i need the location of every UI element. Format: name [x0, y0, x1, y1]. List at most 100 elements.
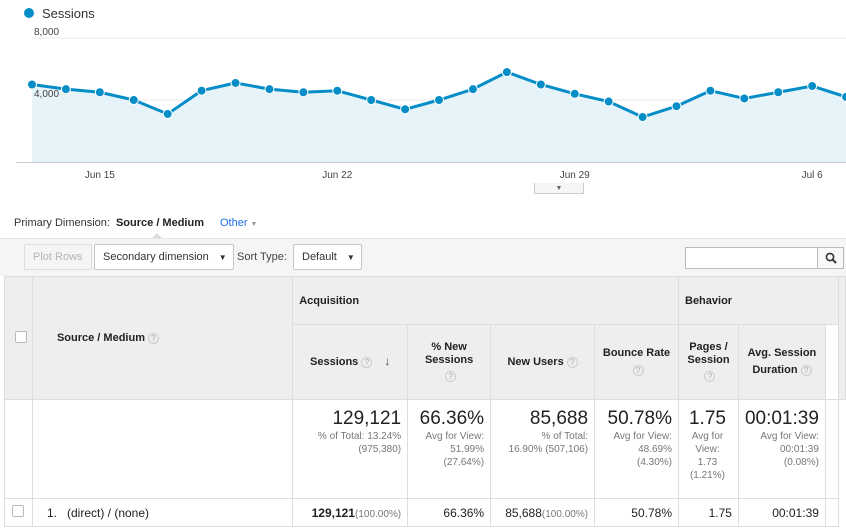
row-checkbox-cell [4, 498, 33, 527]
totals-checkbox-cell [4, 399, 33, 499]
table-row: 1. (direct) / (none) 129,121(100.00%) 66… [4, 498, 846, 527]
sessions-header[interactable]: Sessions? ↓ [292, 324, 409, 400]
x-tick-label: Jun 22 [322, 170, 352, 181]
primary-dimension-bar: Primary Dimension: Source / Medium Other… [14, 217, 257, 238]
y-tick-label: 4,000 [34, 89, 59, 100]
x-tick-label: Jul 6 [802, 170, 824, 181]
totals-new-users-sub2: 16.90% (507,106) [508, 444, 589, 455]
new-sessions-header[interactable]: % New Sessions? [407, 324, 492, 400]
sessions-point[interactable] [366, 95, 377, 105]
sessions-point[interactable] [705, 85, 716, 96]
new-sessions-label-line2: Sessions [424, 354, 474, 366]
duration-label-line1: Avg. Session [747, 347, 817, 359]
help-icon[interactable]: ? [361, 357, 373, 368]
sessions-point[interactable] [264, 84, 275, 95]
sort-type-label: Sort Type: [237, 251, 287, 263]
totals-duration-sub2: 00:01:39 [779, 444, 819, 455]
sessions-point[interactable] [94, 87, 105, 98]
sessions-point[interactable] [162, 108, 173, 119]
select-all-checkbox[interactable] [15, 330, 28, 343]
sort-type-dropdown[interactable]: Default ▼ [293, 244, 362, 270]
avg-session-duration-header[interactable]: Avg. Session Duration? [737, 324, 826, 400]
sessions-point[interactable] [196, 85, 207, 96]
sessions-point[interactable] [128, 95, 139, 105]
sort-type-value: Default [302, 251, 337, 263]
totals-new-sessions-sub1: Avg for View: [425, 431, 485, 442]
row-new-users-pct: (100.00%) [541, 508, 589, 520]
sessions-point[interactable] [773, 87, 784, 98]
primary-dimension-source-medium[interactable]: Source / Medium [115, 217, 204, 238]
totals-pages-sub4: (1.21%) [689, 470, 725, 481]
search-button[interactable] [817, 247, 844, 269]
help-icon[interactable]: ? [147, 333, 159, 344]
help-icon[interactable]: ? [632, 365, 644, 376]
totals-sessions: 129,121 % of Total: 13.24% (975,380) [292, 399, 409, 499]
sessions-point[interactable] [841, 91, 846, 102]
totals-duration-value: 00:01:39 [744, 408, 819, 429]
sessions-line [31, 70, 846, 119]
sessions-area [32, 72, 846, 162]
totals-sessions-sub2: (975,380) [358, 444, 402, 455]
sessions-point[interactable] [739, 93, 750, 104]
totals-overflow [824, 399, 840, 499]
sessions-point[interactable] [27, 79, 37, 90]
plot-rows-button[interactable]: Plot Rows [24, 244, 92, 270]
totals-new-users-sub1: % of Total: [541, 431, 589, 442]
row-new-users: 85,688(100.00%) [490, 498, 596, 527]
chart-legend: Sessions [24, 4, 95, 22]
sessions-point[interactable] [467, 84, 478, 95]
sessions-point[interactable] [298, 87, 309, 98]
totals-duration: 00:01:39 Avg for View: 00:01:39 (0.08%) [737, 399, 826, 499]
help-icon[interactable]: ? [800, 365, 812, 376]
row-sessions-value: 129,121 [311, 505, 355, 520]
help-icon[interactable]: ? [445, 371, 457, 382]
row-duration: 00:01:39 [737, 498, 826, 527]
totals-sessions-sub1: % of Total: 13.24% [317, 431, 402, 442]
sessions-point[interactable] [230, 77, 241, 88]
totals-row: 129,121 % of Total: 13.24% (975,380) 66.… [4, 399, 846, 499]
data-table: Source / Medium? Acquisition Behavior Se… [4, 276, 846, 527]
source-medium-header[interactable]: Source / Medium? [31, 276, 294, 400]
sessions-point[interactable] [434, 95, 445, 105]
table-toolbar: Plot Rows Secondary dimension ▼ Sort Typ… [0, 238, 846, 276]
totals-bounce-value: 50.78% [607, 408, 672, 429]
sessions-point[interactable] [60, 84, 71, 95]
chart-collapse-toggle[interactable]: ▼ [534, 183, 584, 194]
y-tick-label: 8,000 [34, 27, 59, 38]
row-sessions-pct: (100.00%) [354, 508, 402, 520]
totals-pages-sub3: 1.73 [697, 457, 718, 468]
new-users-header[interactable]: New Users? [490, 324, 596, 400]
sort-descending-icon[interactable]: ↓ [384, 354, 391, 368]
row-checkbox[interactable] [12, 505, 25, 517]
totals-bounce-sub2: 48.69% [638, 444, 672, 455]
sessions-point[interactable] [603, 96, 614, 107]
primary-dimension-other[interactable]: Other ▼ [220, 217, 257, 229]
pages-session-header[interactable]: Pages / Session? [678, 324, 739, 400]
help-icon[interactable]: ? [566, 356, 578, 368]
totals-duration-sub3: (0.08%) [783, 457, 819, 468]
row-source-link[interactable]: (direct) / (none) [66, 505, 150, 520]
row-pages: 1.75 [678, 498, 739, 527]
sessions-point[interactable] [807, 81, 818, 92]
help-icon[interactable]: ? [704, 371, 716, 382]
acquisition-group-header: Acquisition [292, 276, 679, 325]
sessions-point[interactable] [671, 101, 682, 112]
bounce-rate-header[interactable]: Bounce Rate? [594, 324, 679, 400]
totals-pages-sub2: View: [695, 444, 720, 455]
totals-new-sessions-value: 66.36% [419, 408, 485, 429]
sessions-point[interactable] [535, 79, 546, 90]
secondary-dimension-dropdown[interactable]: Secondary dimension ▼ [94, 244, 234, 270]
overflow-column [838, 276, 846, 400]
totals-new-sessions-sub2: 51.99% [450, 444, 485, 455]
sessions-point[interactable] [400, 104, 411, 115]
sessions-header-label: Sessions [310, 356, 359, 368]
sessions-point[interactable] [332, 85, 343, 96]
chevron-down-icon: ▼ [218, 252, 227, 262]
pages-label-line1: Pages / [689, 341, 728, 353]
sessions-point[interactable] [637, 112, 648, 123]
table-search-input[interactable] [685, 247, 818, 269]
sessions-chart[interactable]: 8,000 4,000 Jun 15 Jun 22 Jun 29 Jul 6 [0, 22, 846, 192]
sessions-point[interactable] [569, 88, 580, 99]
sessions-point[interactable] [501, 67, 512, 78]
totals-label-cell [31, 399, 294, 499]
